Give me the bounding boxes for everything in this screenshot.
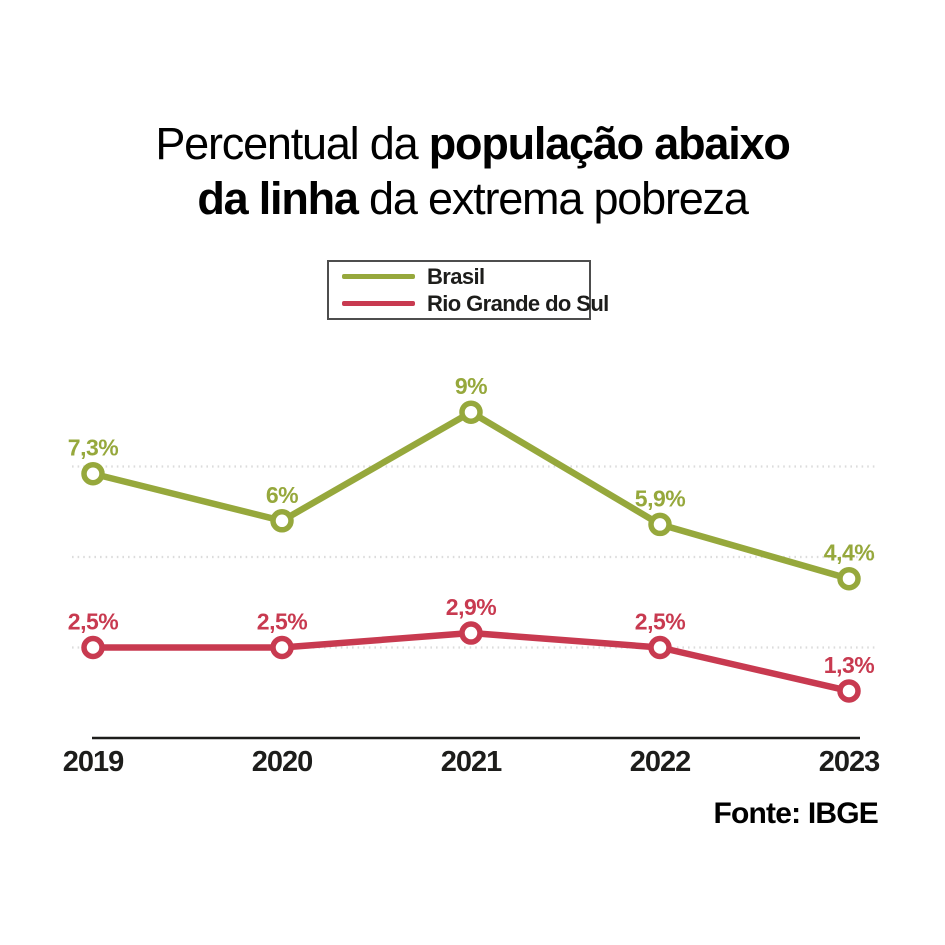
legend-item-brasil: Brasil (342, 264, 589, 289)
data-label: 9% (455, 373, 487, 399)
title-text-regular: da extrema pobreza (357, 173, 749, 224)
legend-swatch-rio-grande-do-sul (342, 301, 415, 306)
source-credit: Fonte: IBGE (713, 797, 878, 830)
data-point (81, 461, 105, 486)
data-label: 2,5% (257, 609, 307, 635)
data-point (648, 635, 672, 660)
title-text-regular: Percentual da (155, 118, 429, 169)
legend-swatch-brasil (342, 274, 415, 279)
data-point (270, 509, 294, 533)
x-tick-label: 2020 (252, 746, 313, 778)
title-text-bold: da linha (197, 173, 359, 224)
data-point (459, 621, 483, 645)
chart-title-line-1: Percentual da população abaixo (0, 116, 945, 171)
data-label: 7,3% (68, 435, 118, 461)
data-label: 5,9% (635, 485, 685, 511)
legend-box: Brasil Rio Grande do Sul (327, 260, 609, 320)
x-tick-label: 2019 (63, 746, 124, 778)
data-label: 2,5% (635, 609, 685, 635)
x-tick-label: 2021 (441, 746, 502, 778)
data-point (648, 512, 672, 537)
chart-title-line-2: da linha da extrema pobreza (0, 171, 945, 226)
data-point (270, 635, 294, 660)
legend-label-rio-grande-do-sul: Rio Grande do Sul (427, 290, 609, 316)
legend-label-brasil: Brasil (427, 263, 485, 289)
legend-item-rio-grande-do-sul: Rio Grande do Sul (342, 291, 609, 316)
data-point (837, 679, 861, 703)
data-label: 1,3% (824, 652, 874, 678)
data-point (837, 566, 861, 591)
data-label: 2,5% (68, 609, 118, 635)
data-label: 6% (266, 482, 298, 508)
series-line-0 (89, 408, 853, 582)
data-point (459, 400, 483, 424)
x-tick-label: 2022 (630, 746, 691, 778)
title-text-bold: população abaixo (428, 118, 791, 169)
data-point (81, 635, 105, 660)
x-tick-label: 2023 (819, 746, 880, 778)
chart-title: Percentual da população abaixo da linha … (0, 116, 945, 226)
data-label: 2,9% (446, 594, 496, 620)
data-label: 4,4% (824, 540, 874, 566)
